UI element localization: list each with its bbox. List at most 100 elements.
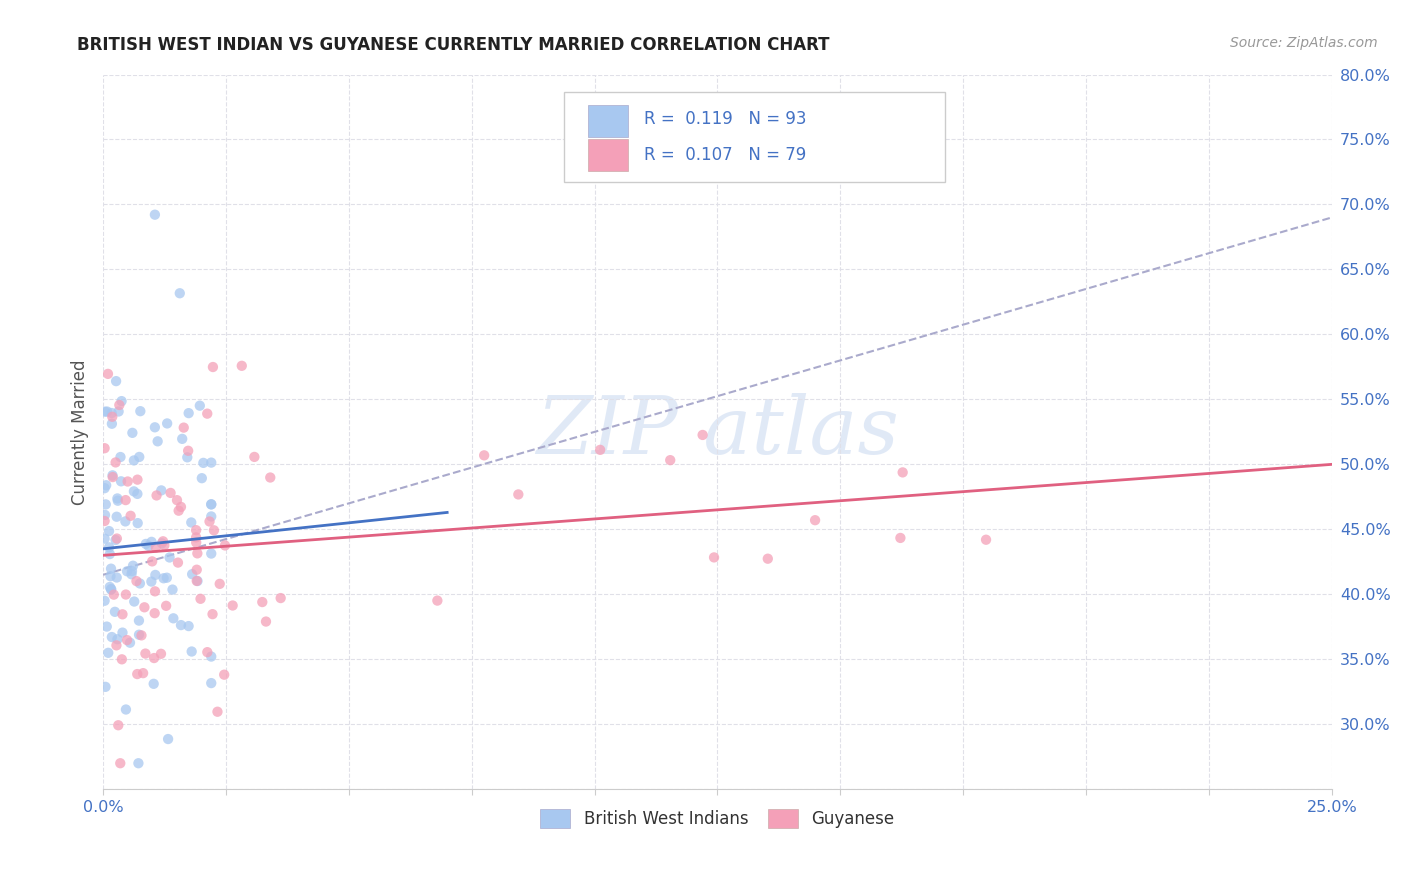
- Point: [110, 450, 132, 464]
- Point: [201, 607, 224, 622]
- Point: [94, 680, 117, 694]
- Point: [252, 595, 274, 609]
- Point: [107, 404, 129, 418]
- Point: [107, 632, 129, 647]
- Point: [141, 534, 163, 549]
- Point: [117, 475, 139, 489]
- Point: [98, 580, 121, 594]
- Point: [188, 399, 211, 413]
- Point: [143, 568, 166, 582]
- Point: [200, 676, 222, 690]
- Point: [134, 647, 156, 661]
- Point: [193, 456, 215, 470]
- FancyBboxPatch shape: [589, 104, 627, 136]
- Point: [110, 475, 132, 489]
- Point: [135, 537, 157, 551]
- Point: [98, 547, 121, 561]
- Point: [207, 705, 229, 719]
- Point: [186, 546, 208, 560]
- Point: [100, 582, 122, 596]
- Point: [231, 359, 253, 373]
- Point: [202, 524, 225, 538]
- Point: [115, 564, 138, 578]
- Point: [159, 550, 181, 565]
- Point: [974, 533, 997, 547]
- Point: [195, 645, 218, 659]
- Point: [177, 619, 200, 633]
- Point: [103, 588, 125, 602]
- Point: [111, 607, 134, 622]
- Point: [186, 563, 208, 577]
- Point: [121, 425, 143, 440]
- Point: [190, 591, 212, 606]
- Point: [162, 611, 184, 625]
- Point: [94, 508, 117, 522]
- Point: [156, 417, 179, 431]
- Point: [101, 630, 124, 644]
- Point: [170, 618, 193, 632]
- Point: [104, 455, 127, 469]
- Point: [97, 646, 120, 660]
- Point: [93, 593, 115, 607]
- Point: [138, 539, 160, 553]
- Point: [200, 649, 222, 664]
- Point: [101, 470, 124, 484]
- Point: [115, 702, 138, 716]
- Point: [107, 493, 129, 508]
- Point: [155, 599, 177, 613]
- Point: [114, 493, 136, 508]
- Point: [254, 615, 277, 629]
- Point: [96, 619, 118, 633]
- Y-axis label: Currently Married: Currently Married: [72, 359, 89, 505]
- Point: [167, 504, 190, 518]
- Point: [100, 562, 122, 576]
- Point: [104, 533, 127, 547]
- Point: [153, 538, 176, 552]
- Point: [96, 404, 118, 418]
- Point: [208, 577, 231, 591]
- Point: [110, 394, 132, 409]
- Point: [472, 448, 495, 462]
- FancyBboxPatch shape: [564, 93, 945, 182]
- Point: [127, 516, 149, 530]
- Point: [426, 593, 449, 607]
- Point: [131, 628, 153, 642]
- Point: [589, 442, 612, 457]
- Point: [98, 541, 121, 555]
- Point: [132, 666, 155, 681]
- Point: [97, 367, 120, 381]
- Point: [177, 406, 200, 420]
- Point: [221, 599, 243, 613]
- Text: ZIP atlas: ZIP atlas: [536, 393, 898, 471]
- Point: [120, 508, 142, 523]
- Point: [198, 515, 221, 529]
- Point: [173, 420, 195, 434]
- Point: [105, 509, 128, 524]
- Point: [508, 487, 530, 501]
- Point: [176, 450, 198, 465]
- Legend: British West Indians, Guyanese: British West Indians, Guyanese: [534, 802, 901, 835]
- Point: [110, 756, 132, 771]
- Point: [121, 564, 143, 578]
- Point: [184, 523, 207, 537]
- Point: [200, 456, 222, 470]
- Point: [756, 551, 779, 566]
- Point: [186, 574, 208, 588]
- Point: [167, 556, 190, 570]
- Point: [101, 468, 124, 483]
- Point: [146, 434, 169, 449]
- Point: [96, 478, 118, 492]
- Point: [141, 574, 163, 589]
- Point: [180, 516, 202, 530]
- Point: [114, 515, 136, 529]
- Text: Source: ZipAtlas.com: Source: ZipAtlas.com: [1230, 36, 1378, 50]
- Point: [127, 756, 149, 771]
- Point: [172, 432, 194, 446]
- Point: [186, 535, 208, 549]
- Point: [122, 558, 145, 573]
- Point: [128, 628, 150, 642]
- Point: [122, 484, 145, 499]
- Point: [214, 538, 236, 552]
- Point: [152, 571, 174, 585]
- Point: [150, 483, 173, 498]
